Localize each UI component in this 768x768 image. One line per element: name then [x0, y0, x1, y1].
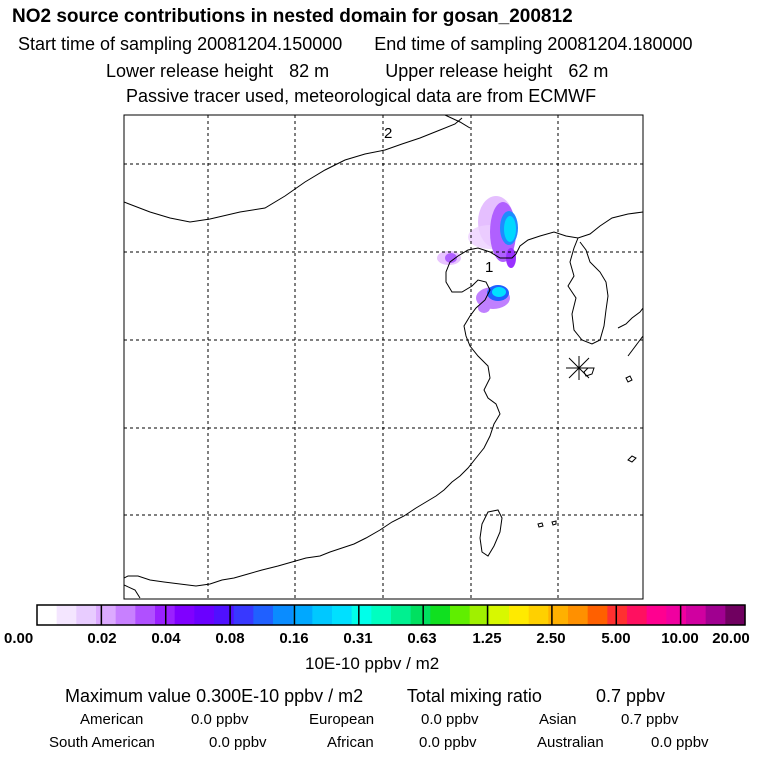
colorbar-swatch: [332, 605, 353, 625]
end-time-label: End time of sampling: [374, 34, 543, 54]
colorbar-swatch: [351, 605, 372, 625]
colorbar-swatch: [273, 605, 294, 625]
colorbar-swatch: [371, 605, 392, 625]
release-marker-2: 2: [384, 125, 392, 142]
region-name: Asian: [539, 711, 577, 728]
colorbar-swatch: [233, 605, 254, 625]
colorbar-swatch: [469, 605, 490, 625]
concentration-plume: [437, 196, 518, 313]
region-name: American: [80, 711, 144, 728]
max-value: 0.300E-10 ppbv / m2: [196, 686, 364, 706]
station-star-icon: [566, 356, 592, 380]
colorbar-label: 0.16: [279, 630, 309, 647]
colorbar-swatch: [194, 605, 215, 625]
colorbar-label: 5.00: [601, 630, 631, 647]
colorbar-swatch: [705, 605, 726, 625]
colorbar-swatch: [292, 605, 313, 625]
colorbar-swatch: [666, 605, 687, 625]
colorbar-border: [36, 604, 746, 626]
colorbar-label: 0.04: [151, 630, 181, 647]
colorbar-swatch: [430, 605, 451, 625]
colorbar-label: 10.00: [661, 630, 699, 647]
release-marker-1: 1: [485, 259, 493, 276]
colorbar-units: 10E-10 ppbv / m2: [305, 654, 440, 673]
map-title: NO2 source contributions in nested domai…: [12, 6, 573, 27]
colorbar-swatch: [214, 605, 235, 625]
region-value: 0.7 ppbv: [621, 711, 679, 728]
colorbar-swatch: [587, 605, 608, 625]
colorbar-label: 0.63: [407, 630, 437, 647]
colorbar-label: 1.25: [472, 630, 502, 647]
start-time-label: Start time of sampling: [18, 34, 193, 54]
summary-line: Maximum value 0.300E-10 ppbv / m2 Total …: [65, 686, 665, 707]
total-mixing-label: Total mixing ratio: [406, 686, 542, 706]
colorbar-swatch: [646, 605, 667, 625]
colorbar-swatch: [253, 605, 274, 625]
upper-height-value: 62 m: [568, 61, 609, 81]
total-mixing-value: 0.7 ppbv: [595, 686, 666, 706]
colorbar-label: 0.31: [343, 630, 373, 647]
colorbar-label: 0.08: [215, 630, 245, 647]
colorbar-swatch: [450, 605, 471, 625]
start-time-value: 20081204.150000: [197, 34, 343, 54]
region-name: African: [327, 734, 374, 751]
region-value: 0.0 ppbv: [419, 734, 477, 751]
sampling-time-line: Start time of sampling 20081204.150000 E…: [18, 34, 693, 55]
colorbar-swatch: [37, 605, 58, 625]
coastlines: [124, 115, 643, 599]
colorbar-swatch: [725, 605, 746, 625]
colorbar-label: 0.02: [87, 630, 117, 647]
region-value: 0.0 ppbv: [651, 734, 709, 751]
colorbar-swatch: [607, 605, 628, 625]
colorbar-label: 0.00: [4, 630, 34, 647]
colorbar-swatch: [312, 605, 333, 625]
colorbar-swatch: [56, 605, 77, 625]
region-name: European: [309, 711, 375, 728]
map-content: 1 2: [124, 115, 643, 599]
max-value-label: Maximum value: [65, 686, 192, 706]
colorbar: [37, 605, 746, 625]
colorbar-label: 20.00: [712, 630, 750, 647]
end-time-value: 20081204.180000: [547, 34, 693, 54]
region-value: 0.0 ppbv: [209, 734, 267, 751]
region-value: 0.0 ppbv: [421, 711, 479, 728]
lower-height-value: 82 m: [289, 61, 330, 81]
upper-height-label: Upper release height: [385, 61, 553, 81]
colorbar-swatch: [686, 605, 707, 625]
colorbar-swatch: [391, 605, 412, 625]
colorbar-swatch: [410, 605, 431, 625]
colorbar-label: 2.50: [536, 630, 566, 647]
region-value: 0.0 ppbv: [191, 711, 249, 728]
colorbar-swatch: [568, 605, 589, 625]
colorbar-swatch: [509, 605, 530, 625]
tracer-note: Passive tracer used, meteorological data…: [126, 86, 597, 106]
region-name: South American: [49, 734, 155, 751]
colorbar-swatch: [627, 605, 648, 625]
region-name: Australian: [537, 734, 604, 751]
colorbar-swatch: [76, 605, 97, 625]
lat-lon-grid: [124, 115, 643, 599]
colorbar-swatch: [489, 605, 510, 625]
lower-height-label: Lower release height: [106, 61, 274, 81]
colorbar-swatch: [115, 605, 136, 625]
release-height-line: Lower release height 82 m Upper release …: [106, 61, 608, 82]
colorbar-swatch: [174, 605, 195, 625]
colorbar-swatch: [528, 605, 549, 625]
colorbar-ticks: [100, 605, 682, 625]
colorbar-swatch: [135, 605, 156, 625]
colorbar-swatch: [548, 605, 569, 625]
colorbar-swatch: [96, 605, 117, 625]
